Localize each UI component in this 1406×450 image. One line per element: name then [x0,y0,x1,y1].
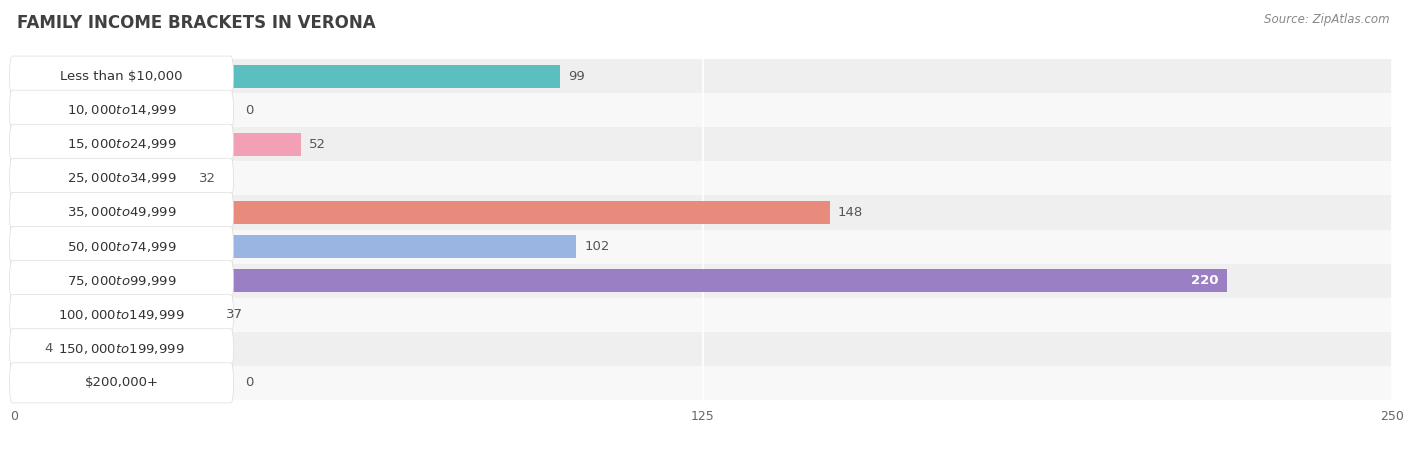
FancyBboxPatch shape [10,124,233,164]
Text: Source: ZipAtlas.com: Source: ZipAtlas.com [1264,14,1389,27]
FancyBboxPatch shape [10,56,233,96]
Text: $150,000 to $199,999: $150,000 to $199,999 [58,342,184,356]
FancyBboxPatch shape [10,90,233,130]
Text: 4: 4 [45,342,53,355]
Text: 220: 220 [1191,274,1219,287]
Text: 37: 37 [226,308,243,321]
Text: 0: 0 [246,376,254,389]
Text: $10,000 to $14,999: $10,000 to $14,999 [66,103,176,117]
Text: $50,000 to $74,999: $50,000 to $74,999 [66,239,176,253]
Bar [14,99,17,122]
Text: 148: 148 [838,206,863,219]
Text: 0: 0 [246,104,254,117]
Bar [14,93,1392,127]
Bar [14,59,1392,93]
Bar [14,201,830,224]
Bar [14,162,1392,195]
Bar [14,133,301,156]
FancyBboxPatch shape [10,193,233,233]
Bar [14,235,576,258]
Bar [14,303,218,326]
FancyBboxPatch shape [10,295,233,335]
Text: FAMILY INCOME BRACKETS IN VERONA: FAMILY INCOME BRACKETS IN VERONA [17,14,375,32]
Text: $25,000 to $34,999: $25,000 to $34,999 [66,171,176,185]
Bar [14,371,17,395]
Text: 102: 102 [585,240,610,253]
Text: 32: 32 [198,172,215,185]
Bar [14,269,1226,292]
Bar [14,64,560,88]
Text: $35,000 to $49,999: $35,000 to $49,999 [66,206,176,220]
Text: Less than $10,000: Less than $10,000 [60,70,183,83]
Bar [14,264,1392,297]
FancyBboxPatch shape [10,261,233,301]
Bar [14,366,1392,400]
Text: $15,000 to $24,999: $15,000 to $24,999 [66,137,176,151]
FancyBboxPatch shape [10,226,233,266]
Text: 52: 52 [309,138,326,151]
Bar [14,127,1392,162]
Text: $100,000 to $149,999: $100,000 to $149,999 [58,308,184,322]
Bar [14,167,190,190]
Text: 99: 99 [568,70,585,83]
Bar [14,195,1392,230]
Text: $75,000 to $99,999: $75,000 to $99,999 [66,274,176,288]
Bar [14,230,1392,264]
Bar [14,332,1392,366]
Text: $200,000+: $200,000+ [84,376,159,389]
FancyBboxPatch shape [10,363,233,403]
Bar [14,297,1392,332]
FancyBboxPatch shape [10,328,233,369]
Bar [14,337,37,360]
FancyBboxPatch shape [10,158,233,198]
